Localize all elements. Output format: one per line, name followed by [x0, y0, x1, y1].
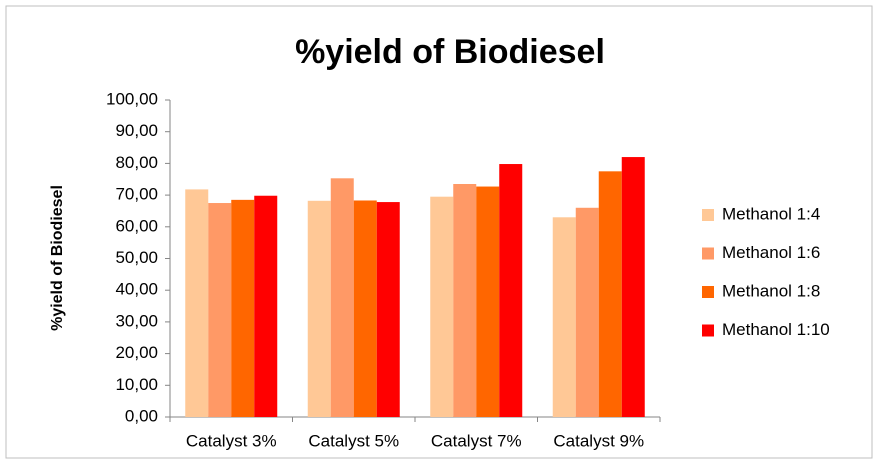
bar	[330, 178, 354, 417]
y-tick-label: 50,00	[115, 248, 158, 267]
y-tick-label: 100,00	[106, 89, 158, 108]
bar	[453, 184, 477, 417]
x-tick-label: Catalyst 3%	[186, 431, 277, 450]
y-tick-label: 70,00	[115, 185, 158, 204]
y-tick-label: 90,00	[115, 121, 158, 140]
legend-label: Methanol 1:4	[722, 204, 820, 223]
bar	[376, 202, 400, 417]
x-tick-label: Catalyst 5%	[308, 431, 399, 450]
bar	[598, 171, 622, 417]
bar	[307, 200, 331, 417]
y-tick-label: 30,00	[115, 311, 158, 330]
bar	[430, 196, 454, 417]
y-tick-label: 20,00	[115, 343, 158, 362]
bar	[353, 200, 377, 417]
y-tick-label: 40,00	[115, 280, 158, 299]
legend-label: Methanol 1:10	[722, 320, 830, 339]
bar	[552, 217, 576, 417]
legend-swatch	[702, 324, 714, 337]
bar	[499, 164, 523, 417]
y-tick-label: 60,00	[115, 216, 158, 235]
chart-title: %yield of Biodiesel	[295, 33, 605, 71]
bar	[621, 157, 645, 417]
bar	[476, 186, 500, 417]
legend-swatch	[702, 247, 714, 260]
legend-swatch	[702, 209, 714, 221]
bar	[231, 199, 255, 417]
bar	[185, 189, 209, 417]
y-tick-label: 10,00	[115, 375, 158, 394]
bar	[575, 207, 599, 417]
bar	[254, 195, 278, 417]
y-axis-label: %yield of Biodiesel	[49, 185, 66, 331]
y-tick-label: 80,00	[115, 153, 158, 172]
x-tick-label: Catalyst 9%	[553, 431, 644, 450]
y-tick-label: 0,00	[125, 406, 158, 425]
bar	[208, 203, 232, 417]
legend-swatch	[702, 286, 714, 298]
x-tick-label: Catalyst 7%	[431, 431, 522, 450]
legend-label: Methanol 1:8	[722, 281, 820, 300]
legend-label: Methanol 1:6	[722, 243, 820, 262]
